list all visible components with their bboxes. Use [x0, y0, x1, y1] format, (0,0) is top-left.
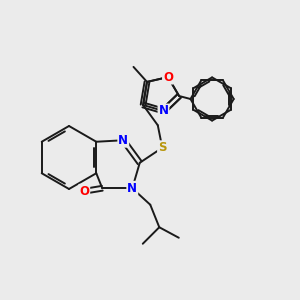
Text: O: O	[79, 185, 89, 198]
Text: N: N	[118, 134, 128, 147]
Text: O: O	[163, 70, 173, 84]
Text: S: S	[158, 141, 166, 154]
Text: N: N	[158, 104, 169, 118]
Text: N: N	[127, 182, 137, 195]
